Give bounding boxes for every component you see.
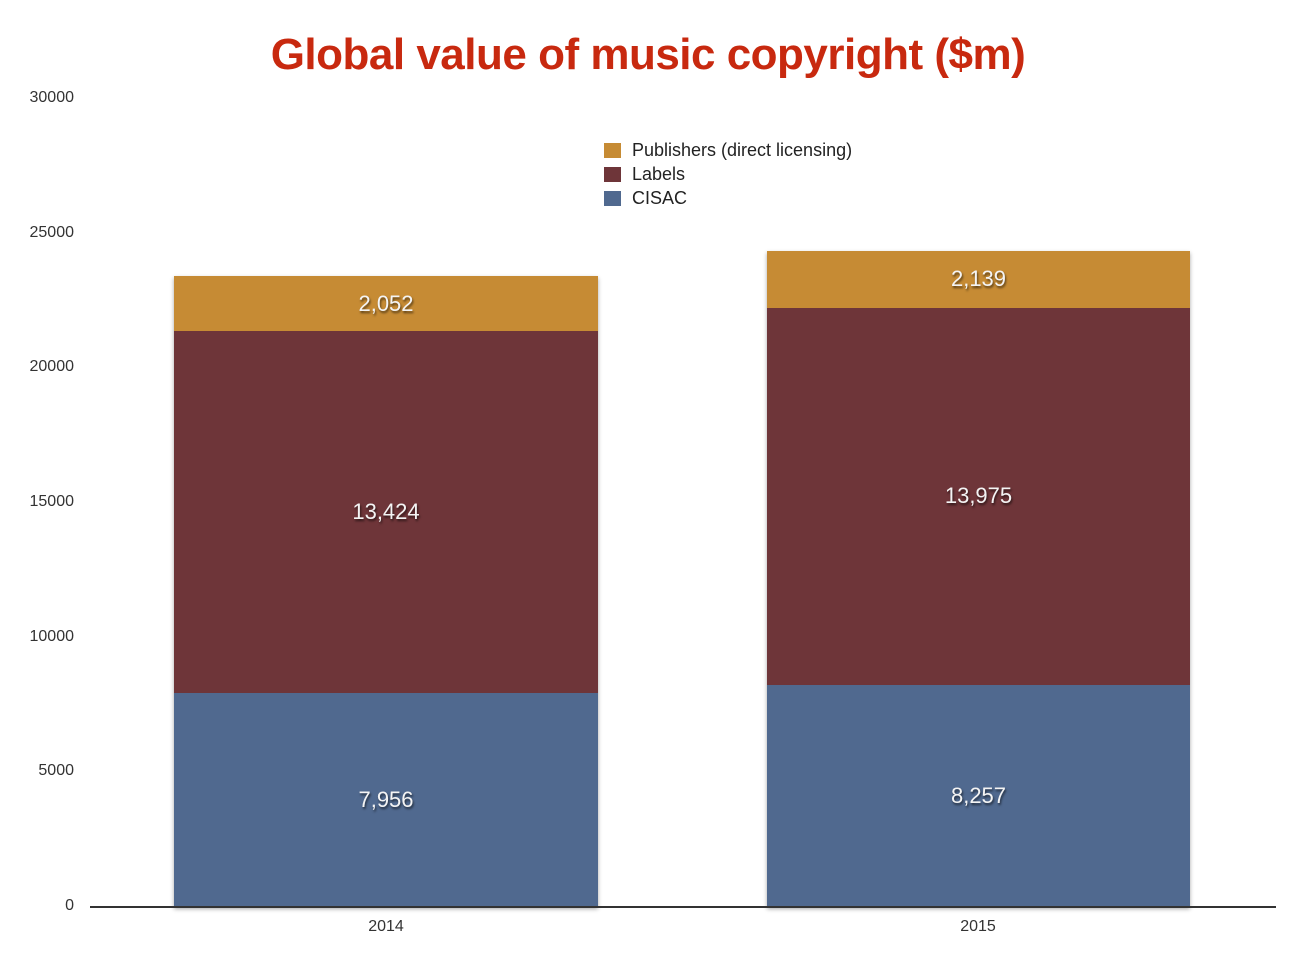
value-label: 2,052 [358,290,414,316]
x-tick-2014: 2014 [368,918,404,935]
y-tick: 20000 [29,358,75,375]
legend-item-labels: Labels [604,162,852,186]
y-tick: 0 [65,897,74,914]
segment-labels: 13,424 [174,331,598,693]
value-label: 7,956 [358,786,414,812]
x-tick-2015: 2015 [960,918,996,935]
chart-title: Global value of music copyright ($m) [270,30,1026,79]
segment-cisac: 7,956 [174,692,598,907]
swatch-publishers [604,142,621,158]
segment-cisac: 8,257 [767,684,1190,907]
legend: Publishers (direct licensing) Labels CIS… [604,138,852,210]
x-axis-line [90,906,1276,908]
swatch-cisac [604,190,621,206]
y-tick: 5000 [38,762,74,779]
legend-label: Labels [632,163,686,184]
legend-item-cisac: CISAC [604,186,852,210]
segment-publishers: 2,052 [174,275,598,332]
value-label: 13,975 [944,483,1013,509]
y-tick: 15000 [29,493,75,510]
bar-2014: 7,956 13,424 2,052 [174,275,598,907]
y-tick: 10000 [29,628,75,645]
segment-labels: 13,975 [767,308,1190,685]
swatch-labels [604,166,621,182]
value-label: 2,139 [950,266,1007,292]
legend-label: Publishers (direct licensing) [632,139,853,160]
bar-2015: 8,257 13,975 2,139 [767,250,1190,907]
value-label: 13,424 [352,498,420,524]
legend-label: CISAC [632,187,688,208]
y-tick: 25000 [29,224,75,241]
y-tick: 30000 [29,89,75,106]
legend-item-publishers: Publishers (direct licensing) [604,138,852,162]
segment-publishers: 2,139 [767,250,1190,309]
value-label: 8,257 [950,782,1007,808]
